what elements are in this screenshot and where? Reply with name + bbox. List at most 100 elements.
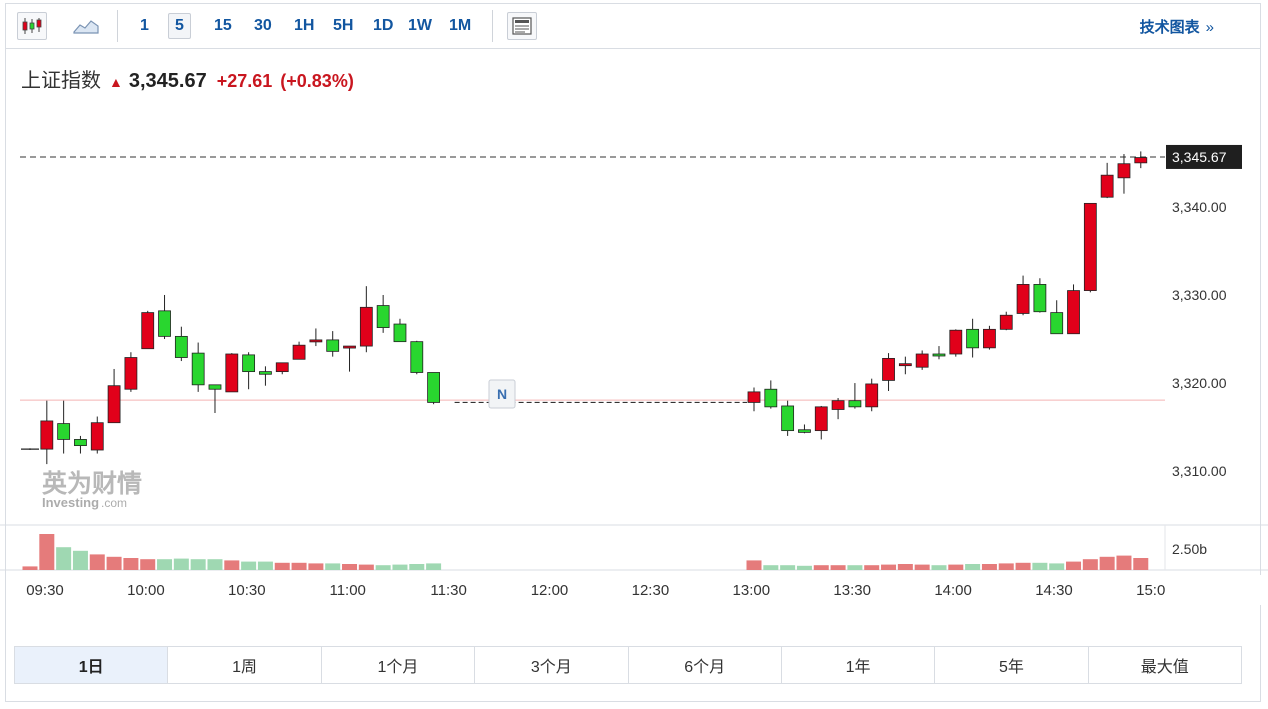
period-tab[interactable]: 1年 [782, 647, 936, 683]
timeframe-1h[interactable]: 1H [294, 17, 315, 34]
period-tab[interactable]: 3个月 [475, 647, 629, 683]
volume-bar [173, 558, 189, 570]
period-tab[interactable]: 1周 [168, 647, 322, 683]
volume-bar [39, 534, 55, 570]
volume-bar [965, 564, 981, 570]
volume-bar [358, 564, 374, 570]
x-tick-label: 14:30 [1035, 582, 1073, 599]
watermark-brand-cn: 英为财情 [42, 470, 142, 498]
candle-body [999, 314, 1013, 330]
candle-body [915, 353, 929, 368]
volume-bar [1133, 558, 1149, 570]
candle-body [275, 362, 289, 373]
volume-bar [763, 565, 779, 570]
volume-bar [308, 563, 324, 570]
volume-bar [746, 560, 762, 570]
volume-bar [392, 564, 408, 570]
volume-bar [207, 559, 223, 570]
y-tick-label: 3,320.00 [1172, 375, 1227, 391]
volume-scale-label: 2.50b [1172, 541, 1207, 557]
y-tick-label: 3,330.00 [1172, 287, 1227, 303]
volume-bar [847, 565, 863, 570]
volume-bar [72, 550, 88, 570]
volume-bar [375, 565, 391, 570]
timeframe-5[interactable]: 5 [168, 13, 191, 39]
x-tick-label: 15:00 [1136, 582, 1174, 599]
timeframe-1m[interactable]: 1M [449, 17, 472, 34]
volume-bar [998, 563, 1014, 570]
volume-bar [830, 565, 846, 570]
timeframe-30[interactable]: 30 [254, 17, 272, 34]
x-tick-label: 10:00 [127, 582, 165, 599]
candle-body [1100, 174, 1114, 198]
period-tab[interactable]: 5年 [935, 647, 1089, 683]
candle-body [124, 357, 138, 390]
volume-bar [914, 564, 930, 570]
toolbar-separator [117, 10, 118, 42]
timeframe-15[interactable]: 15 [214, 17, 232, 34]
candle-body [898, 363, 912, 367]
chevron-right-icon: » [1205, 19, 1214, 36]
candle-body [57, 423, 71, 440]
toolbar-separator [492, 10, 493, 42]
candle-body [141, 312, 155, 350]
x-tick-label: 09:30 [26, 582, 64, 599]
candle-body [747, 391, 761, 403]
volume-bar [426, 563, 442, 570]
chart-toolbar: 1 5 15 30 1H 5H 1D 1W 1M 技术图表» [6, 4, 1260, 49]
candle-body [764, 388, 778, 408]
volume-bar [931, 565, 947, 570]
volume-bar [325, 563, 341, 570]
period-tab[interactable]: 6个月 [629, 647, 782, 683]
quote-header: 上证指数 ▲ 3,345.67 +27.61 (+0.83%) [21, 64, 354, 92]
candle-body [1117, 163, 1131, 179]
timeframe-1[interactable]: 1 [140, 17, 149, 34]
technical-chart-link[interactable]: 技术图表 » [1140, 16, 1214, 37]
timeframe-5h[interactable]: 5H [333, 17, 354, 34]
watermark-brand-suffix: .com [101, 496, 127, 510]
axis-mask [1165, 575, 1268, 605]
candle-body [1134, 157, 1148, 164]
candle-body [292, 344, 306, 360]
candlestick-icon[interactable] [17, 12, 47, 40]
volume-bar [881, 564, 897, 570]
period-tab[interactable]: 1日 [15, 647, 169, 683]
timeframe-1w[interactable]: 1W [408, 17, 432, 34]
candle-body [983, 328, 996, 349]
news-panel-icon[interactable] [507, 12, 537, 40]
candle-body [1016, 284, 1030, 314]
volume-bar [1032, 562, 1048, 570]
candle-body [966, 328, 980, 349]
volume-bar [140, 559, 156, 570]
candle-body [191, 352, 205, 386]
chart-widget: 1 5 15 30 1H 5H 1D 1W 1M 技术图表» 上证指数 ▲ 3,345.67 +… [5, 3, 1261, 702]
candle-body [343, 345, 356, 349]
news-marker[interactable] [488, 379, 516, 409]
candle-body [326, 339, 340, 352]
index-name: 上证指数 [21, 70, 101, 92]
candle-body [90, 422, 104, 451]
volume-bar [1099, 556, 1115, 570]
timeframe-1d[interactable]: 1D [373, 17, 394, 34]
candlestick-chart[interactable]: 3,310.00 3,320.00 3,330.00 3,340.00 3,345.67… [0, 0, 1268, 640]
volume-bar [123, 558, 139, 570]
area-chart-icon[interactable] [71, 12, 101, 40]
candle-body [242, 354, 256, 373]
volume-bar [56, 547, 72, 570]
volume-bar [1066, 561, 1082, 570]
x-tick-label: 14:00 [934, 582, 972, 599]
candle-body [410, 341, 424, 373]
candle-body [932, 353, 946, 357]
candle-body [259, 371, 272, 375]
candle-body [174, 335, 188, 358]
news-marker-label: N [497, 386, 507, 402]
candle-body [359, 306, 373, 347]
last-price-tag-label: 3,345.67 [1172, 149, 1227, 165]
period-tab[interactable]: 1个月 [322, 647, 476, 683]
y-tick-label: 3,340.00 [1172, 199, 1227, 215]
volume-bar [106, 556, 122, 570]
period-tab[interactable]: 最大值 [1140, 659, 1189, 676]
candle-body [1033, 284, 1047, 313]
candle-body [798, 429, 811, 433]
volume-bar [190, 559, 206, 570]
